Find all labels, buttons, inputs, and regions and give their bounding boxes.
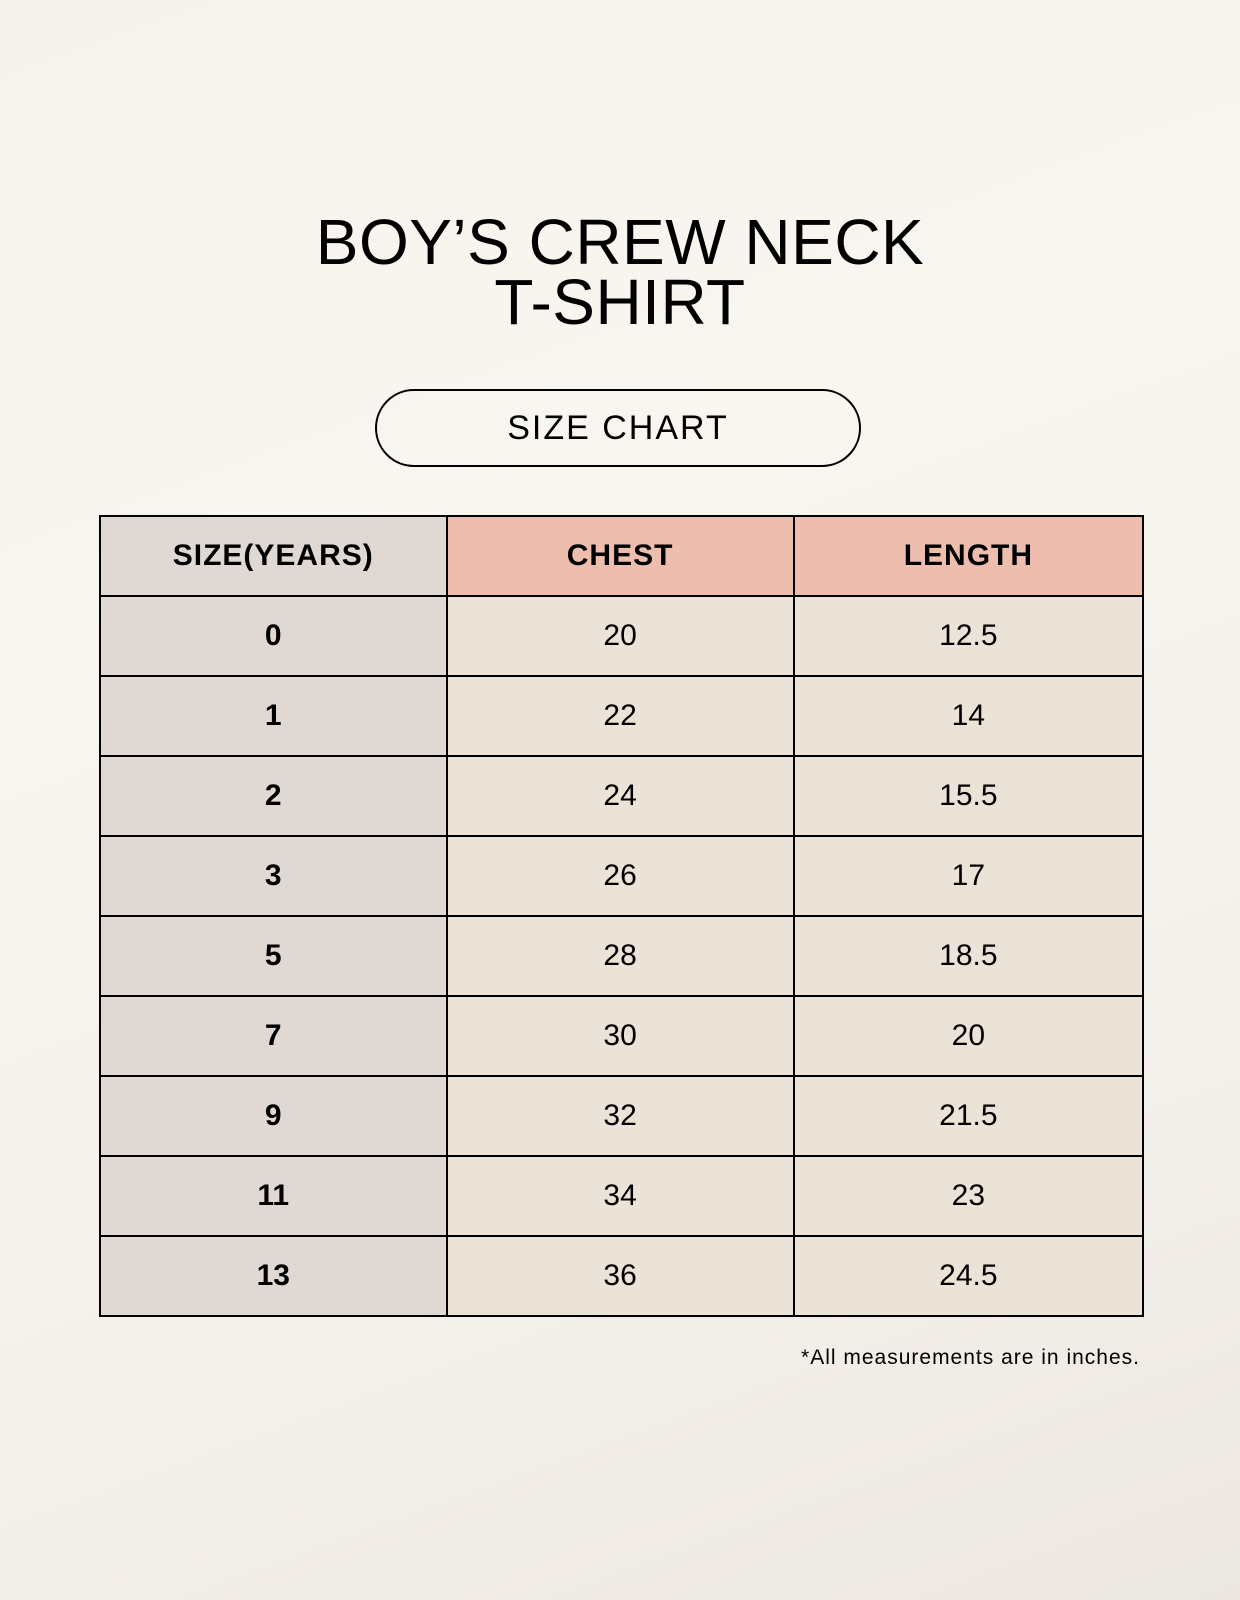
length-cell: 14: [792, 675, 1145, 757]
table-row: 11 34 23: [99, 1155, 1145, 1237]
length-cell: 18.5: [792, 915, 1145, 997]
chest-cell: 22: [445, 675, 795, 757]
page-title: BOY’S CREW NECK T-SHIRT: [0, 206, 1240, 338]
title-line-2: T-SHIRT: [494, 266, 746, 338]
table-row: 5 28 18.5: [99, 915, 1145, 997]
size-cell: 0: [99, 595, 448, 677]
chest-cell: 26: [445, 835, 795, 917]
length-cell: 12.5: [792, 595, 1145, 677]
header-length: LENGTH: [792, 515, 1145, 597]
table-row: 3 26 17: [99, 835, 1145, 917]
chest-cell: 24: [445, 755, 795, 837]
table-header-row: SIZE(YEARS) CHEST LENGTH: [99, 515, 1145, 597]
size-cell: 9: [99, 1075, 448, 1157]
chest-cell: 34: [445, 1155, 795, 1237]
chest-cell: 30: [445, 995, 795, 1077]
chest-cell: 32: [445, 1075, 795, 1157]
size-cell: 11: [99, 1155, 448, 1237]
table-row: 9 32 21.5: [99, 1075, 1145, 1157]
size-cell: 2: [99, 755, 448, 837]
length-cell: 23: [792, 1155, 1145, 1237]
size-cell: 7: [99, 995, 448, 1077]
size-cell: 3: [99, 835, 448, 917]
length-cell: 24.5: [792, 1235, 1145, 1317]
table-row: 7 30 20: [99, 995, 1145, 1077]
header-size: SIZE(YEARS): [99, 515, 448, 597]
size-chart-label: SIZE CHART: [375, 389, 861, 467]
chest-cell: 36: [445, 1235, 795, 1317]
table-row: 2 24 15.5: [99, 755, 1145, 837]
title-line-1: BOY’S CREW NECK: [315, 206, 925, 278]
size-cell: 1: [99, 675, 448, 757]
length-cell: 17: [792, 835, 1145, 917]
length-cell: 20: [792, 995, 1145, 1077]
length-cell: 21.5: [792, 1075, 1145, 1157]
chest-cell: 20: [445, 595, 795, 677]
size-cell: 5: [99, 915, 448, 997]
table-row: 1 22 14: [99, 675, 1145, 757]
table-row: 13 36 24.5: [99, 1235, 1145, 1317]
size-table: SIZE(YEARS) CHEST LENGTH 0 20 12.5 1 22 14 2 24…: [99, 515, 1145, 1317]
length-cell: 15.5: [792, 755, 1145, 837]
chest-cell: 28: [445, 915, 795, 997]
footnote: *All measurements are in inches.: [801, 1346, 1140, 1369]
size-cell: 13: [99, 1235, 448, 1317]
table-row: 0 20 12.5: [99, 595, 1145, 677]
header-chest: CHEST: [445, 515, 795, 597]
